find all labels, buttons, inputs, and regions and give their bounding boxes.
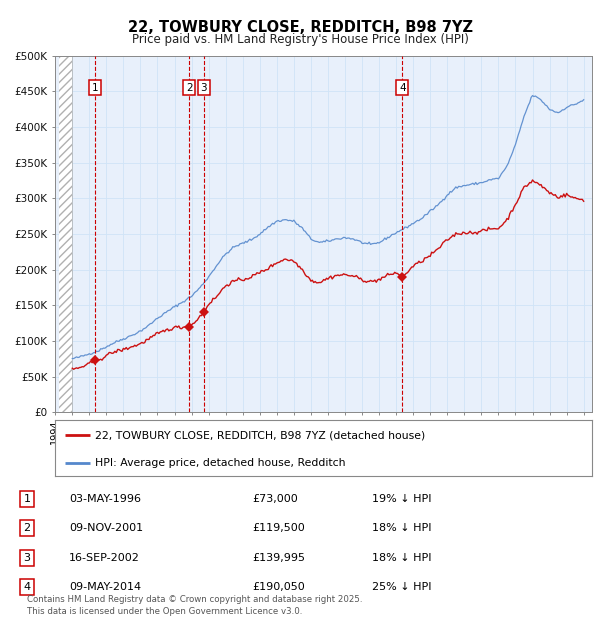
Text: 3: 3 [23, 553, 31, 563]
Text: 1: 1 [23, 494, 31, 504]
Text: 2: 2 [186, 83, 193, 93]
Text: 19% ↓ HPI: 19% ↓ HPI [372, 494, 431, 504]
Text: 3: 3 [200, 83, 207, 93]
Bar [59, 56, 72, 412]
Text: 2: 2 [23, 523, 31, 533]
Text: 09-NOV-2001: 09-NOV-2001 [69, 523, 143, 533]
Text: Contains HM Land Registry data © Crown copyright and database right 2025.
This d: Contains HM Land Registry data © Crown c… [27, 595, 362, 616]
Text: 16-SEP-2002: 16-SEP-2002 [69, 553, 140, 563]
Text: £190,050: £190,050 [252, 582, 305, 592]
Text: 1: 1 [92, 83, 98, 93]
Text: 18% ↓ HPI: 18% ↓ HPI [372, 553, 431, 563]
Text: 25% ↓ HPI: 25% ↓ HPI [372, 582, 431, 592]
Text: HPI: Average price, detached house, Redditch: HPI: Average price, detached house, Redd… [95, 458, 346, 468]
Text: 4: 4 [23, 582, 31, 592]
Text: Price paid vs. HM Land Registry's House Price Index (HPI): Price paid vs. HM Land Registry's House … [131, 33, 469, 46]
Text: £139,995: £139,995 [252, 553, 305, 563]
Text: 4: 4 [399, 83, 406, 93]
Text: 18% ↓ HPI: 18% ↓ HPI [372, 523, 431, 533]
Text: 09-MAY-2014: 09-MAY-2014 [69, 582, 141, 592]
Text: £73,000: £73,000 [252, 494, 298, 504]
Text: 22, TOWBURY CLOSE, REDDITCH, B98 7YZ: 22, TOWBURY CLOSE, REDDITCH, B98 7YZ [128, 20, 473, 35]
Text: £119,500: £119,500 [252, 523, 305, 533]
Text: 22, TOWBURY CLOSE, REDDITCH, B98 7YZ (detached house): 22, TOWBURY CLOSE, REDDITCH, B98 7YZ (de… [95, 430, 426, 440]
Text: 03-MAY-1996: 03-MAY-1996 [69, 494, 141, 504]
